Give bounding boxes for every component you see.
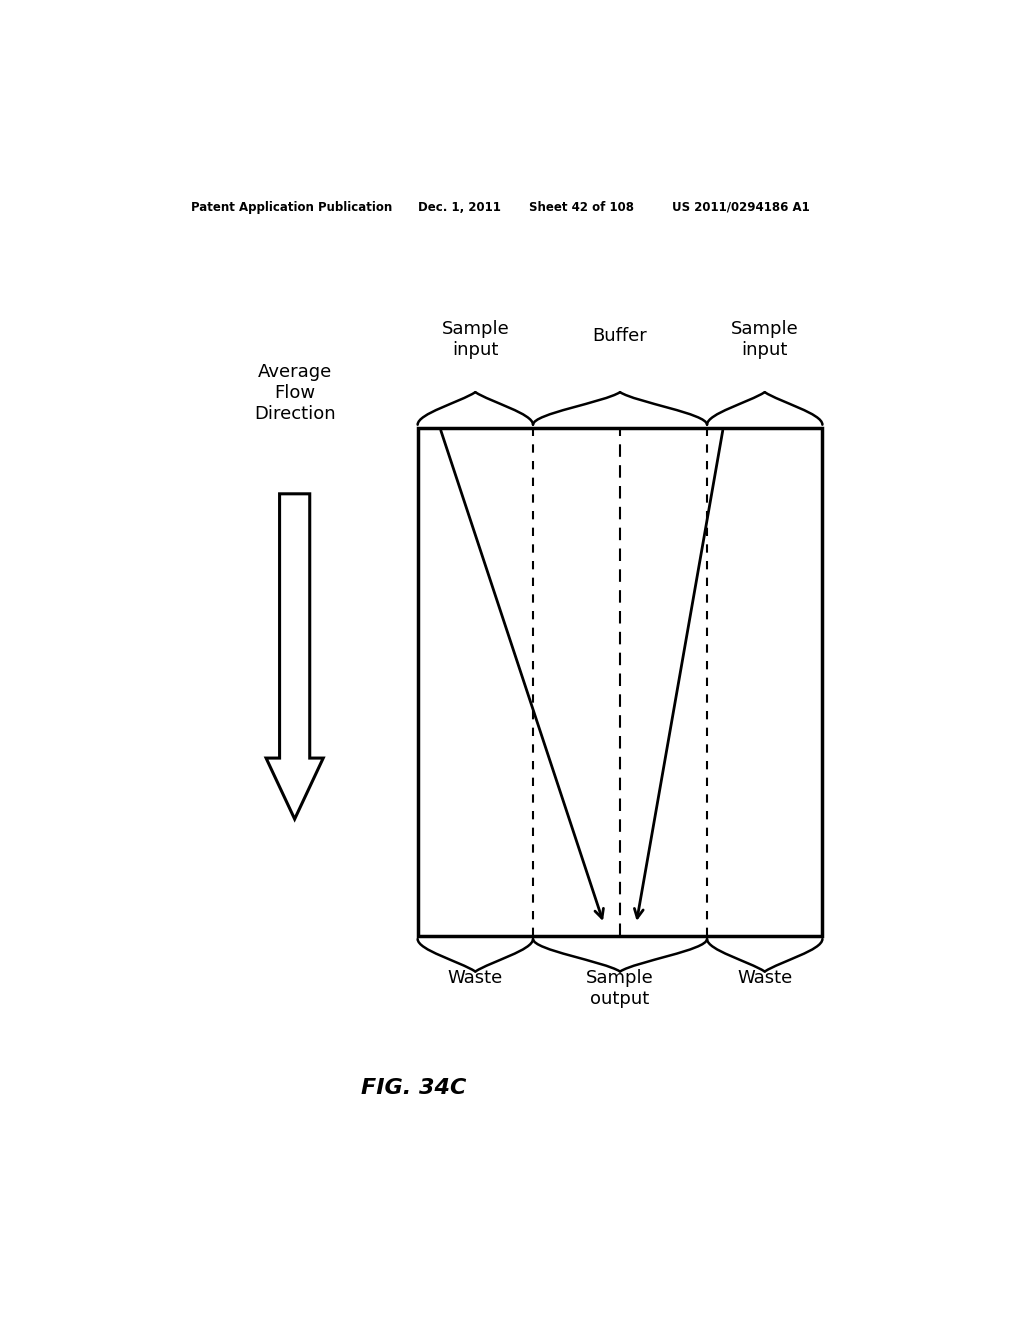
Text: Buffer: Buffer [593,327,647,346]
Text: US 2011/0294186 A1: US 2011/0294186 A1 [672,201,809,214]
Text: Waste: Waste [737,969,793,987]
Text: Sample
input: Sample input [441,319,509,359]
Text: Average
Flow
Direction: Average Flow Direction [254,363,336,422]
FancyArrow shape [266,494,324,818]
Text: Sheet 42 of 108: Sheet 42 of 108 [528,201,634,214]
Text: Sample
output: Sample output [586,969,654,1008]
Text: Waste: Waste [447,969,503,987]
Text: FIG. 34C: FIG. 34C [361,1078,466,1098]
Bar [418,428,822,936]
Text: Dec. 1, 2011: Dec. 1, 2011 [418,201,501,214]
Text: Patent Application Publication: Patent Application Publication [191,201,393,214]
Text: Sample
input: Sample input [731,319,799,359]
